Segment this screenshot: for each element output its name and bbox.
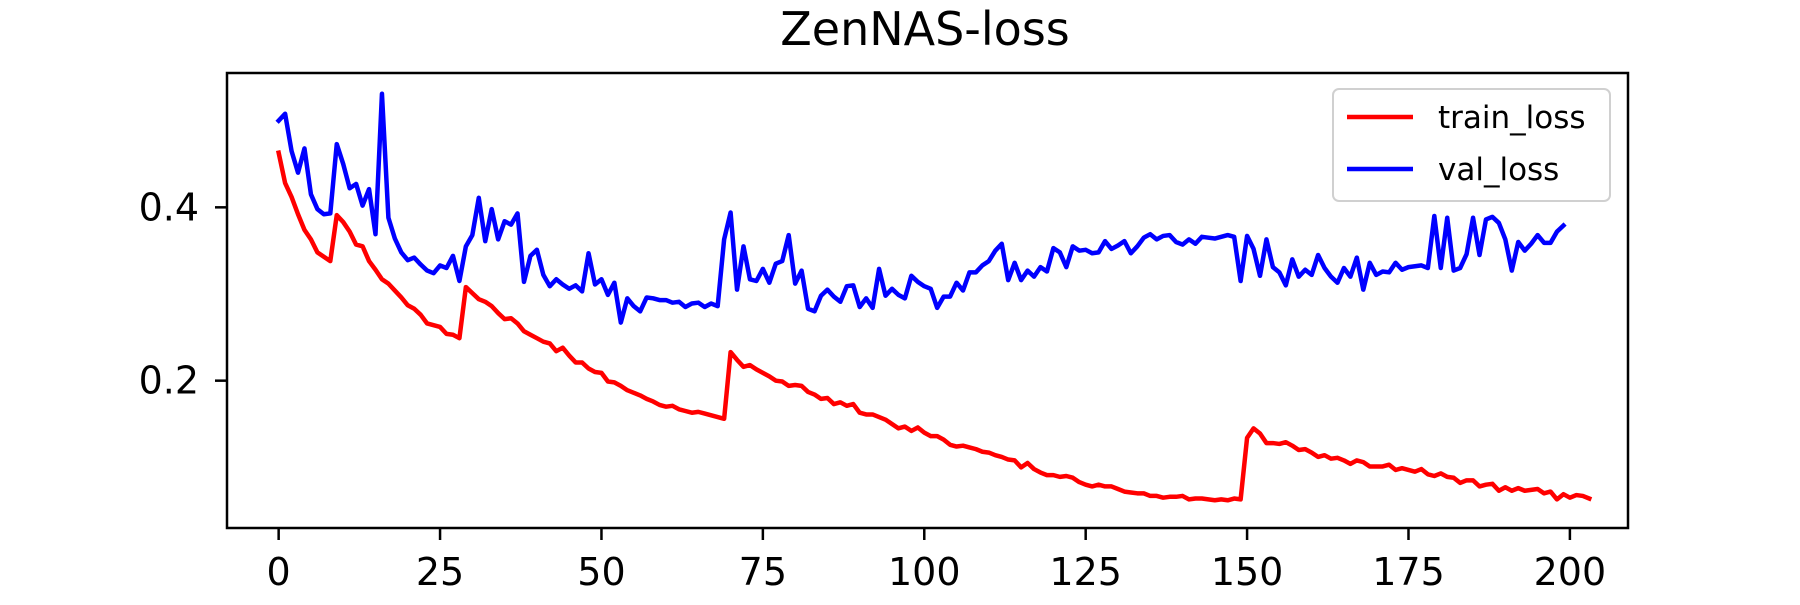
legend-label-val-loss: val_loss [1438,152,1559,188]
x-tick-label: 175 [1372,550,1445,594]
x-tick-label: 0 [267,550,291,594]
x-tick-label: 150 [1211,550,1284,594]
chart-title: ZenNAS-loss [780,2,1070,56]
y-tick-label: 0.4 [139,185,199,229]
series-layer [275,91,1593,503]
x-tick-label: 25 [416,550,464,594]
y-tick-label: 0.2 [139,359,199,403]
x-tick-label: 100 [888,550,961,594]
x-tick-label: 125 [1049,550,1122,594]
axis-layer: 0 25 50 75 100 125 150 175 200 0.2 0.4 [139,71,1630,594]
x-tick-label: 75 [739,550,787,594]
legend-label-train-loss: train_loss [1438,100,1586,136]
x-tick-label: 200 [1534,550,1607,594]
series-line-val-loss [275,91,1567,325]
legend: train_loss val_loss [1332,88,1611,202]
x-tick-label: 50 [577,550,625,594]
series-line-train-loss [275,150,1593,503]
plot-frame [225,71,1630,530]
